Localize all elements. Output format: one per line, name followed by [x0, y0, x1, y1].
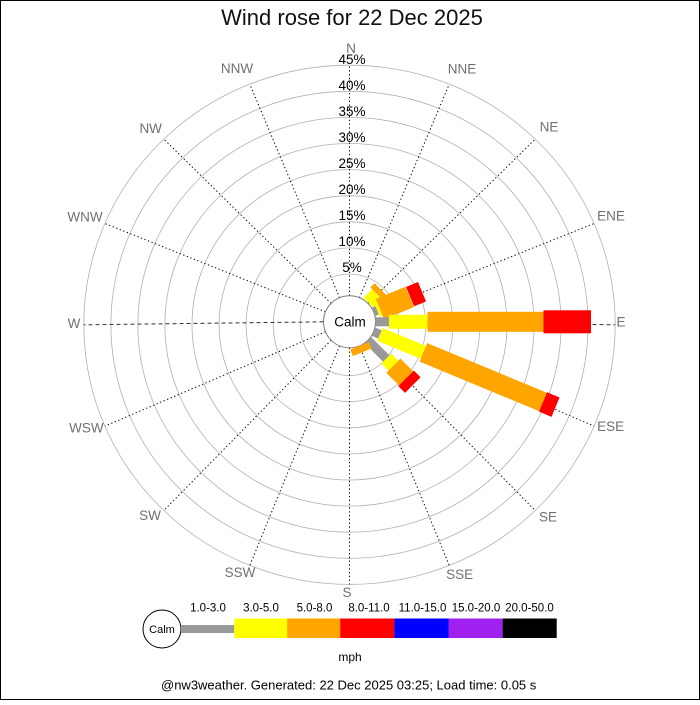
svg-text:SSW: SSW	[225, 565, 256, 580]
svg-text:SE: SE	[539, 510, 557, 525]
svg-text:Calm: Calm	[149, 624, 175, 636]
svg-text:WSW: WSW	[69, 420, 104, 435]
svg-text:mph: mph	[338, 650, 361, 664]
svg-text:5%: 5%	[342, 260, 362, 275]
svg-text:S: S	[342, 585, 351, 600]
svg-text:10%: 10%	[338, 234, 365, 249]
svg-text:20.0-50.0: 20.0-50.0	[505, 603, 554, 615]
svg-text:@nw3weather. Generated: 22 Dec: @nw3weather. Generated: 22 Dec 2025 03:2…	[161, 678, 537, 693]
svg-text:WNW: WNW	[67, 209, 102, 224]
svg-text:NNE: NNE	[448, 62, 477, 77]
svg-text:11.0-15.0: 11.0-15.0	[399, 603, 447, 615]
svg-text:SSE: SSE	[446, 567, 473, 582]
svg-text:Calm: Calm	[334, 315, 366, 330]
svg-text:30%: 30%	[338, 130, 365, 145]
svg-text:W: W	[68, 316, 81, 331]
svg-text:5.0-8.0: 5.0-8.0	[297, 603, 333, 615]
svg-text:Wind rose for 22 Dec 2025: Wind rose for 22 Dec 2025	[221, 5, 483, 30]
svg-text:ENE: ENE	[597, 209, 625, 224]
svg-text:E: E	[616, 315, 625, 330]
svg-text:25%: 25%	[338, 156, 365, 171]
svg-text:N: N	[346, 41, 356, 56]
svg-text:3.0-5.0: 3.0-5.0	[243, 603, 279, 615]
svg-text:20%: 20%	[338, 182, 365, 197]
svg-text:NW: NW	[139, 121, 162, 136]
svg-text:NNW: NNW	[221, 61, 253, 76]
svg-text:15.0-20.0: 15.0-20.0	[452, 603, 501, 615]
svg-text:15%: 15%	[338, 208, 365, 223]
svg-text:8.0-11.0: 8.0-11.0	[348, 603, 389, 615]
svg-text:45%: 45%	[338, 52, 365, 67]
svg-text:35%: 35%	[338, 104, 365, 119]
svg-text:ESE: ESE	[597, 419, 624, 434]
svg-text:SW: SW	[139, 508, 161, 523]
svg-text:40%: 40%	[338, 78, 365, 93]
svg-text:1.0-3.0: 1.0-3.0	[190, 603, 226, 615]
svg-text:NE: NE	[540, 120, 559, 135]
